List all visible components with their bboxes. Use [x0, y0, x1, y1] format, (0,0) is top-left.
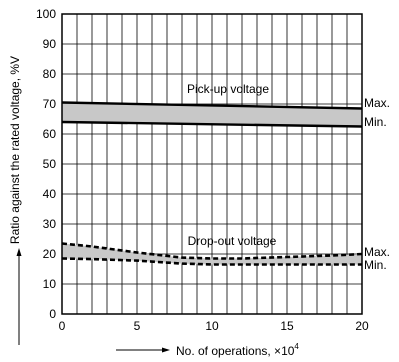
pickup-max-label: Max.: [364, 96, 390, 110]
band-min-line-0: [61, 120, 363, 128]
y-tick-label: 40: [43, 187, 57, 201]
dropout-max-label: Max.: [364, 245, 390, 259]
pickup-voltage-label: Pick-up voltage: [187, 82, 269, 96]
y-tick-label: 70: [43, 97, 57, 111]
x-tick-label: 5: [134, 319, 141, 333]
x-tick-label: 20: [355, 319, 369, 333]
dropout-min-label: Min.: [364, 258, 387, 272]
band-fill-0: [62, 102, 362, 127]
x-axis-arrow-head: [162, 347, 170, 353]
x-tick-label: 15: [280, 319, 294, 333]
x-tick-label: 0: [59, 319, 66, 333]
y-axis-label: Ratio against the rated voltage, %V: [8, 56, 22, 244]
y-tick-label: 20: [43, 247, 57, 261]
data-bands: [61, 101, 363, 266]
band-fill-1: [62, 243, 362, 265]
y-tick-label: 30: [43, 217, 57, 231]
y-axis-arrow-head: [16, 248, 22, 256]
y-tick-label: 60: [43, 127, 57, 141]
x-axis-label-main: No. of operations, ×10: [176, 344, 295, 358]
dropout-voltage-label: Drop-out voltage: [188, 234, 277, 248]
y-tick-label: 0: [49, 307, 56, 321]
y-tick-label: 10: [43, 277, 57, 291]
x-axis-label: No. of operations, ×104: [176, 342, 299, 358]
y-tick-label: 50: [43, 157, 57, 171]
y-tick-label: 80: [43, 67, 57, 81]
x-axis-label-exponent: 4: [294, 342, 299, 351]
pickup-min-label: Min.: [364, 115, 387, 129]
tick-labels: 0 10 20 30 40 50 60 70 80 90 100 0 5 10 15 20: [36, 7, 369, 333]
y-tick-label: 90: [43, 37, 57, 51]
grid: [62, 14, 362, 314]
plot-frame: [61, 13, 363, 315]
plot-border: [61, 13, 363, 315]
y-tick-label: 100: [36, 7, 56, 21]
x-tick-label: 10: [205, 319, 219, 333]
band-max-line-0: [61, 101, 363, 110]
